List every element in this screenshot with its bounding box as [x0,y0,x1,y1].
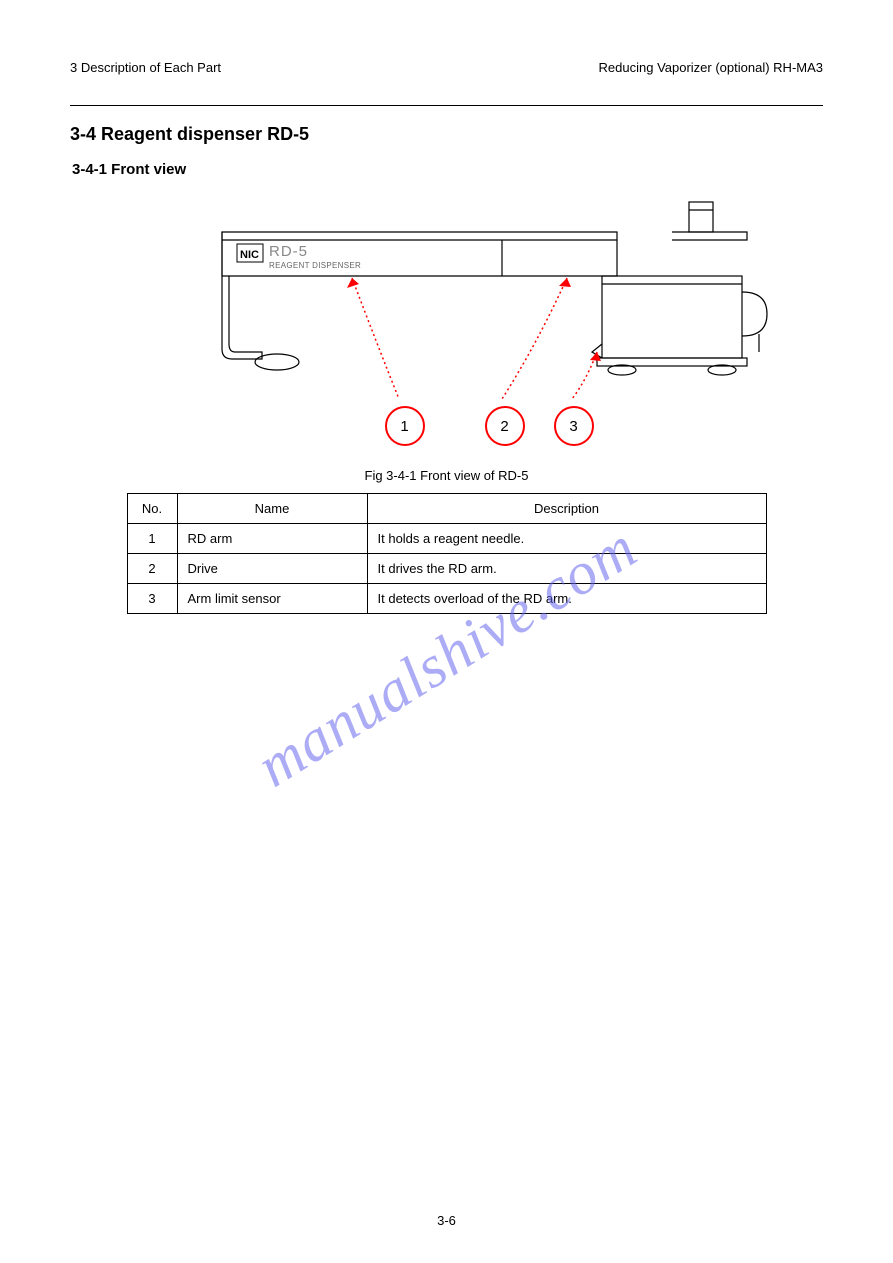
th-no: No. [127,494,177,524]
table-header-row: No. Name Description [127,494,766,524]
th-desc: Description [367,494,766,524]
header-left: 3 Description of Each Part [70,60,221,75]
header-right: Reducing Vaporizer (optional) RH-MA3 [599,60,823,75]
cell-no: 3 [127,584,177,614]
table-row: 3 Arm limit sensor It detects overload o… [127,584,766,614]
device-svg: NIC RD-5 REAGENT DISPENSER [107,184,787,464]
callout-2-text: 2 [500,418,508,435]
figure-caption: Fig 3-4-1 Front view of RD-5 [70,468,823,483]
logo-text: NIC [240,249,259,261]
callout-3-text: 3 [569,418,577,435]
section-title: 3-4 Reagent dispenser RD-5 [70,124,823,145]
header-divider [70,105,823,106]
device-label-top: RD-5 [269,243,308,260]
cell-no: 1 [127,524,177,554]
cell-no: 2 [127,554,177,584]
diagram-front-view: NIC RD-5 REAGENT DISPENSER 1 [107,184,787,464]
callout-1-text: 1 [400,418,408,435]
subsection-title: 3-4-1 Front view [72,161,823,178]
cell-name: Arm limit sensor [177,584,367,614]
cell-desc: It drives the RD arm. [367,554,766,584]
th-name: Name [177,494,367,524]
cell-name: Drive [177,554,367,584]
device-label-bottom: REAGENT DISPENSER [269,261,361,270]
table-row: 1 RD arm It holds a reagent needle. [127,524,766,554]
cell-desc: It holds a reagent needle. [367,524,766,554]
callout-1: 1 [385,406,425,446]
logo-group: NIC [237,244,263,262]
parts-table: No. Name Description 1 RD arm It holds a… [127,493,767,614]
cell-name: RD arm [177,524,367,554]
cell-desc: It detects overload of the RD arm. [367,584,766,614]
page-number: 3-6 [0,1213,893,1228]
callout-2: 2 [485,406,525,446]
callout-3: 3 [554,406,594,446]
table-row: 2 Drive It drives the RD arm. [127,554,766,584]
